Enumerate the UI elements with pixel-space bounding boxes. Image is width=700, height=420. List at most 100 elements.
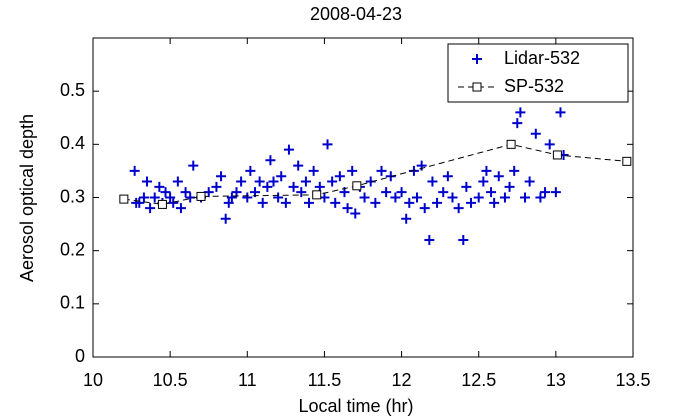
plus-marker: [432, 197, 443, 208]
plus-marker: [308, 165, 319, 176]
plus-marker: [129, 165, 140, 176]
plus-marker: [530, 128, 541, 139]
plus-marker: [273, 192, 284, 203]
plus-marker: [478, 176, 489, 187]
plus-marker: [347, 165, 358, 176]
plus-marker: [535, 192, 546, 203]
y-tick-label: 0.5: [60, 80, 85, 100]
plus-marker: [453, 203, 464, 214]
x-tick-label: 11: [238, 370, 257, 390]
plus-marker: [283, 144, 294, 155]
plus-marker: [515, 107, 526, 118]
legend-box: [447, 43, 629, 103]
plus-marker: [499, 192, 510, 203]
plus-marker: [304, 197, 314, 208]
plus-marker: [524, 176, 535, 187]
y-tick-label: 0.3: [60, 186, 85, 206]
x-tick-label: 12.5: [461, 370, 496, 390]
plus-marker: [486, 187, 497, 198]
legend: Lidar-532 SP-532: [447, 43, 629, 103]
plus-marker: [350, 208, 361, 219]
y-axis-label: Aerosol optical depth: [17, 114, 37, 282]
square-marker: [622, 156, 632, 166]
x-tick-label: 13: [546, 370, 566, 390]
plus-marker: [504, 181, 515, 192]
plus-marker: [512, 118, 523, 129]
series: [129, 107, 569, 246]
plus-marker: [145, 203, 156, 214]
plus-marker: [473, 192, 484, 203]
plus-marker: [376, 165, 387, 176]
plus-marker: [314, 181, 325, 192]
plus-marker: [223, 197, 234, 208]
plus-marker: [142, 176, 152, 187]
plus-marker: [419, 203, 430, 214]
plus-marker: [242, 192, 253, 203]
plus-marker: [416, 160, 427, 171]
plus-marker: [489, 197, 500, 208]
square-marker: [552, 150, 562, 160]
x-tick-label: 10: [83, 370, 103, 390]
plus-marker: [334, 171, 345, 182]
x-tick-label: 12: [392, 370, 412, 390]
plus-marker: [257, 197, 268, 208]
plus-marker: [458, 235, 469, 246]
plus-marker: [472, 54, 482, 64]
plus-marker: [262, 181, 273, 192]
square-marker: [312, 190, 322, 200]
plus-marker: [330, 197, 341, 208]
chart-title: 2008-04-23: [310, 4, 402, 24]
plus-marker: [342, 203, 353, 214]
plus-marker: [172, 176, 183, 187]
plus-marker: [438, 187, 449, 198]
plus-marker: [220, 213, 231, 224]
plus-marker: [550, 187, 561, 198]
plus-marker: [226, 192, 237, 203]
plus-marker: [520, 192, 530, 203]
plus-marker: [540, 187, 551, 198]
plus-marker: [401, 213, 412, 224]
plus-marker: [509, 165, 520, 176]
y-tick-label: 0.1: [60, 293, 85, 313]
plus-marker: [160, 187, 171, 198]
plus-marker: [481, 165, 492, 176]
x-tick-label: 10.5: [153, 370, 188, 390]
plus-marker: [427, 176, 438, 187]
series-line: [123, 143, 627, 205]
plus-marker: [134, 197, 145, 208]
plus-marker: [424, 235, 435, 246]
plus-marker: [216, 171, 227, 182]
plus-marker: [466, 197, 476, 208]
plus-marker: [296, 187, 307, 198]
plus-marker: [493, 171, 504, 182]
plus-marker: [276, 171, 287, 182]
x-tick-label: 13.5: [615, 370, 650, 390]
plus-marker: [359, 192, 370, 203]
plus-marker: [268, 176, 279, 187]
plus-marker: [288, 181, 299, 192]
plus-marker: [245, 165, 256, 176]
plus-marker: [396, 187, 407, 198]
square-marker: [196, 191, 206, 201]
plus-marker: [211, 181, 222, 192]
plus-marker: [381, 187, 392, 198]
y-tick-label: 0.4: [60, 133, 85, 153]
y-tick-label: 0: [75, 346, 85, 366]
series: [119, 139, 632, 209]
y-tick-label: 0.2: [60, 239, 85, 259]
plus-marker: [293, 160, 304, 171]
square-marker: [119, 194, 129, 204]
plus-marker: [180, 187, 191, 198]
plus-marker: [154, 181, 165, 192]
plot-frame: [92, 37, 634, 358]
plus-marker: [138, 192, 149, 203]
plus-marker: [165, 192, 176, 203]
plus-marker: [370, 197, 381, 208]
plus-marker: [254, 176, 265, 187]
plus-marker: [544, 139, 555, 150]
plus-marker: [555, 107, 566, 118]
plus-marker: [236, 176, 247, 187]
x-tick-label: 11.5: [308, 370, 342, 390]
plus-marker: [442, 171, 453, 182]
